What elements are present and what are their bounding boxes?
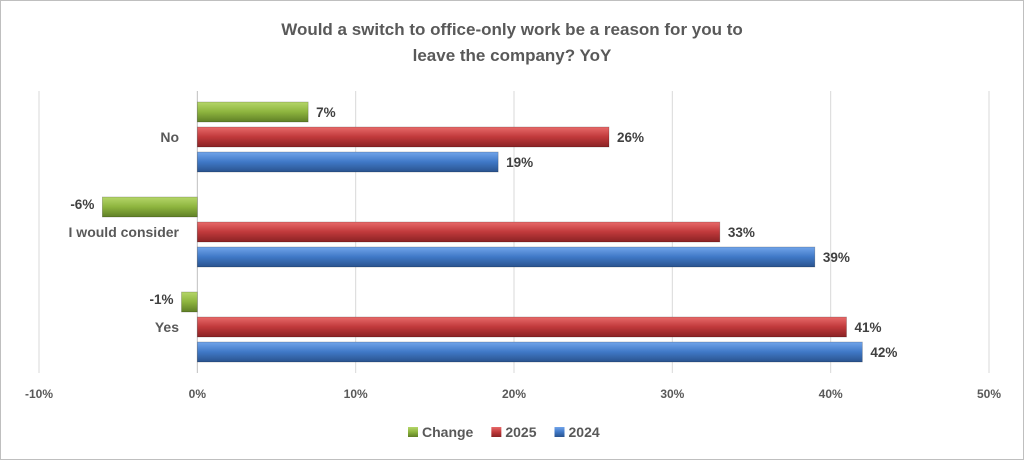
category-label: No bbox=[160, 129, 179, 145]
bar-change bbox=[101, 196, 198, 218]
bar-2025 bbox=[196, 316, 847, 338]
bar-2024 bbox=[196, 151, 499, 173]
data-label: 41% bbox=[855, 320, 882, 335]
bar-2025 bbox=[196, 221, 721, 243]
bar-change bbox=[196, 101, 309, 123]
legend-label-2025: 2025 bbox=[505, 424, 536, 440]
x-tick-label: 40% bbox=[819, 387, 843, 401]
legend-marker-2024 bbox=[554, 427, 565, 437]
x-tick-label: 20% bbox=[502, 387, 526, 401]
x-tick-label: 50% bbox=[977, 387, 1001, 401]
data-label: -1% bbox=[149, 292, 173, 307]
legend-marker-change bbox=[408, 427, 418, 437]
bar-change bbox=[181, 291, 198, 313]
data-label: -6% bbox=[70, 197, 94, 212]
legend-marker-2025 bbox=[491, 427, 502, 437]
chart-title-line-2: leave the company? YoY bbox=[413, 46, 612, 65]
data-label: 39% bbox=[823, 250, 850, 265]
bar-2025 bbox=[196, 126, 610, 148]
x-tick-label: 30% bbox=[660, 387, 684, 401]
data-label: 19% bbox=[506, 155, 533, 170]
legend-label-2024: 2024 bbox=[569, 424, 600, 440]
data-label: 42% bbox=[870, 345, 897, 360]
legend-label-change: Change bbox=[422, 424, 474, 440]
category-label: I would consider bbox=[69, 224, 180, 240]
bar-2024 bbox=[196, 341, 863, 363]
data-label: 26% bbox=[617, 130, 644, 145]
data-label: 33% bbox=[728, 225, 755, 240]
x-tick-label: 10% bbox=[344, 387, 368, 401]
bar-2024 bbox=[196, 246, 816, 268]
category-label: Yes bbox=[155, 319, 179, 335]
x-tick-label: 0% bbox=[189, 387, 207, 401]
chart-title-line-1: Would a switch to office-only work be a … bbox=[281, 20, 743, 39]
data-label: 7% bbox=[316, 105, 336, 120]
x-tick-label: -10% bbox=[25, 387, 53, 401]
